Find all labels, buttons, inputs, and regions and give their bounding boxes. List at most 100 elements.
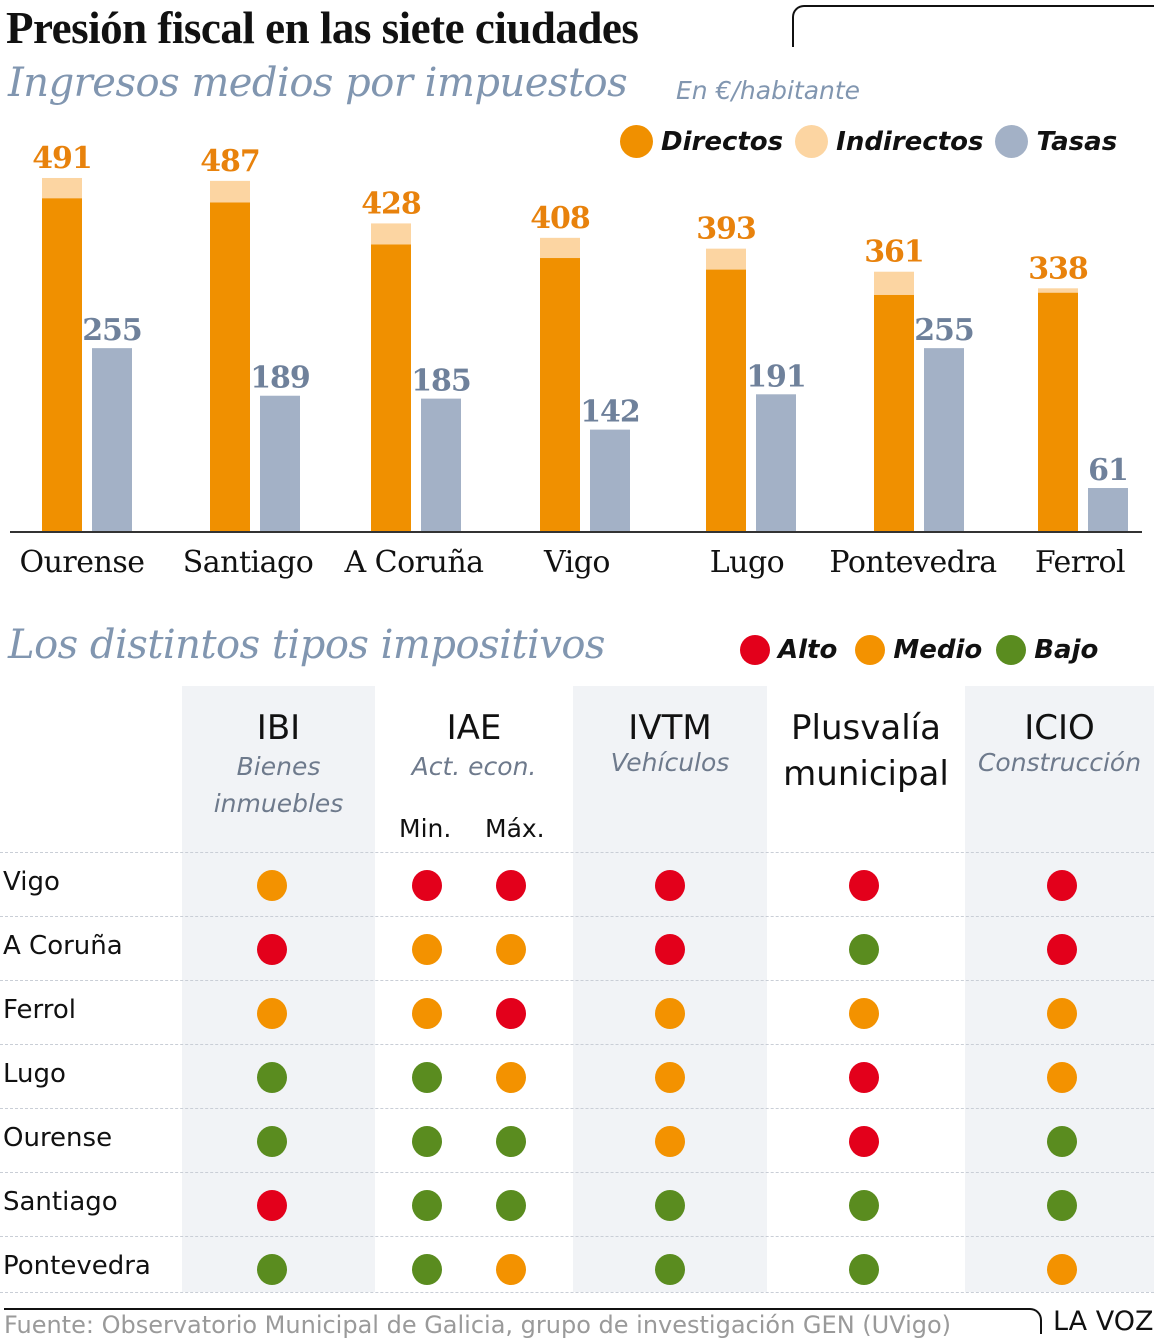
column-code: IAE xyxy=(446,708,502,748)
category-label: Pontevedra xyxy=(829,545,997,580)
tasas-value-label: 61 xyxy=(1088,453,1128,488)
city-label: Vigo xyxy=(3,867,60,897)
column-code: municipal xyxy=(783,754,949,794)
bar-indirectos xyxy=(874,271,914,295)
city-label: Lugo xyxy=(3,1059,66,1089)
category-label: Vigo xyxy=(543,545,610,580)
level-alto-dot-icon xyxy=(655,870,685,901)
legend-alto-dot-icon xyxy=(740,635,770,665)
legend-indirectos-swatch-icon xyxy=(795,125,829,158)
table-row: Vigo xyxy=(0,852,1154,916)
bar-tasas xyxy=(92,348,132,532)
level-medio-dot-icon xyxy=(496,1062,526,1093)
bar-tasas xyxy=(590,429,630,532)
level-bajo-dot-icon xyxy=(1047,1126,1077,1157)
table-row: Pontevedra xyxy=(0,1236,1154,1300)
bar-directos xyxy=(1038,292,1078,532)
table-row: Santiago xyxy=(0,1172,1154,1236)
bar-tasas xyxy=(421,398,461,532)
level-medio-dot-icon xyxy=(1047,998,1077,1029)
level-alto-dot-icon xyxy=(496,998,526,1029)
level-medio-dot-icon xyxy=(412,998,442,1029)
column-desc: inmuebles xyxy=(213,789,344,818)
level-medio-dot-icon xyxy=(1047,1062,1077,1093)
bar-indirectos xyxy=(1038,288,1078,293)
bar-tasas xyxy=(1088,488,1128,532)
city-label: Santiago xyxy=(3,1187,118,1217)
column-desc: Bienes xyxy=(236,752,321,781)
total-value-label: 338 xyxy=(1028,251,1088,286)
legend-directos-swatch-icon xyxy=(620,125,653,158)
level-bajo-dot-icon xyxy=(496,1126,526,1157)
column-header-icio: ICIO Construcción xyxy=(965,686,1154,781)
level-bajo-dot-icon xyxy=(257,1254,287,1285)
column-desc: Act. econ. xyxy=(411,752,537,781)
legend-medio-label: Medio xyxy=(893,635,983,665)
level-alto-dot-icon xyxy=(257,934,287,965)
page-title: Presión fiscal en las siete ciudades xyxy=(6,3,639,53)
column-desc: Vehículos xyxy=(610,748,730,777)
level-bajo-dot-icon xyxy=(1047,1190,1077,1221)
brand-logo: LA VOZ xyxy=(1053,1306,1154,1337)
column-header-ivtm: IVTM Vehículos xyxy=(573,686,767,781)
bars-group: 491 255 Ourense 487 189 Santiago 428 185 A Coruñ… xyxy=(20,141,1129,580)
level-medio-dot-icon xyxy=(257,870,287,901)
table-row: A Coruña xyxy=(0,916,1154,980)
bar-indirectos xyxy=(371,223,411,245)
column-desc: Construcción xyxy=(977,748,1142,777)
bar-directos xyxy=(706,269,746,532)
column-code: ICIO xyxy=(1024,708,1095,748)
column-header-plusvalia: Plusvalía municipal xyxy=(767,686,965,794)
level-alto-dot-icon xyxy=(655,934,685,965)
bar-indirectos xyxy=(210,180,250,203)
total-value-label: 393 xyxy=(696,212,756,247)
chart-legend: Directos Indirectos Tasas xyxy=(620,125,1117,158)
level-alto-dot-icon xyxy=(412,870,442,901)
category-label: Lugo xyxy=(710,545,785,580)
tasas-value-label: 255 xyxy=(82,313,142,348)
level-medio-dot-icon xyxy=(655,1062,685,1093)
tasas-value-label: 189 xyxy=(250,361,310,396)
bar-indirectos xyxy=(42,177,82,199)
tasas-value-label: 185 xyxy=(411,364,471,399)
level-medio-dot-icon xyxy=(1047,1254,1077,1285)
level-alto-dot-icon xyxy=(1047,934,1077,965)
total-value-label: 361 xyxy=(864,235,924,270)
bar-tasas xyxy=(756,394,796,532)
level-alto-dot-icon xyxy=(496,870,526,901)
level-medio-dot-icon xyxy=(496,934,526,965)
bar-directos xyxy=(371,244,411,533)
city-label: Ourense xyxy=(3,1123,113,1153)
level-bajo-dot-icon xyxy=(849,1254,879,1285)
level-alto-dot-icon xyxy=(849,1126,879,1157)
level-bajo-dot-icon xyxy=(849,1190,879,1221)
legend-alto-label: Alto xyxy=(778,635,838,665)
bar-directos xyxy=(210,202,250,532)
section-title: Los distintos tipos impositivos xyxy=(8,622,605,668)
footer-rule xyxy=(4,1308,1042,1334)
level-alto-dot-icon xyxy=(1047,870,1077,901)
bar-indirectos xyxy=(706,248,746,270)
source-note: Fuente: Observatorio Municipal de Galici… xyxy=(4,1311,952,1339)
table-row: Lugo xyxy=(0,1044,1154,1108)
title-corner-rule xyxy=(792,5,1154,47)
column-code: Plusvalía xyxy=(791,708,941,748)
level-medio-dot-icon xyxy=(412,934,442,965)
bar-tasas xyxy=(260,395,300,532)
total-value-label: 491 xyxy=(32,141,92,176)
level-bajo-dot-icon xyxy=(496,1190,526,1221)
level-alto-dot-icon xyxy=(849,1062,879,1093)
level-medio-dot-icon xyxy=(655,1126,685,1157)
category-label: Santiago xyxy=(183,545,314,580)
level-bajo-dot-icon xyxy=(257,1126,287,1157)
column-header-ibi: IBI Bienes inmuebles xyxy=(182,686,375,822)
level-bajo-dot-icon xyxy=(655,1190,685,1221)
legend-tasas-label: Tasas xyxy=(1036,126,1118,157)
city-label: Ferrol xyxy=(3,995,77,1025)
bar-indirectos xyxy=(540,237,580,259)
level-alto-dot-icon xyxy=(257,1190,287,1221)
table-row: Ourense xyxy=(0,1108,1154,1172)
legend-directos-label: Directos xyxy=(661,126,784,157)
bar-tasas xyxy=(924,348,964,532)
bar-chart: 491 255 Ourense 487 189 Santiago 428 185 A Coruñ… xyxy=(10,141,1142,580)
